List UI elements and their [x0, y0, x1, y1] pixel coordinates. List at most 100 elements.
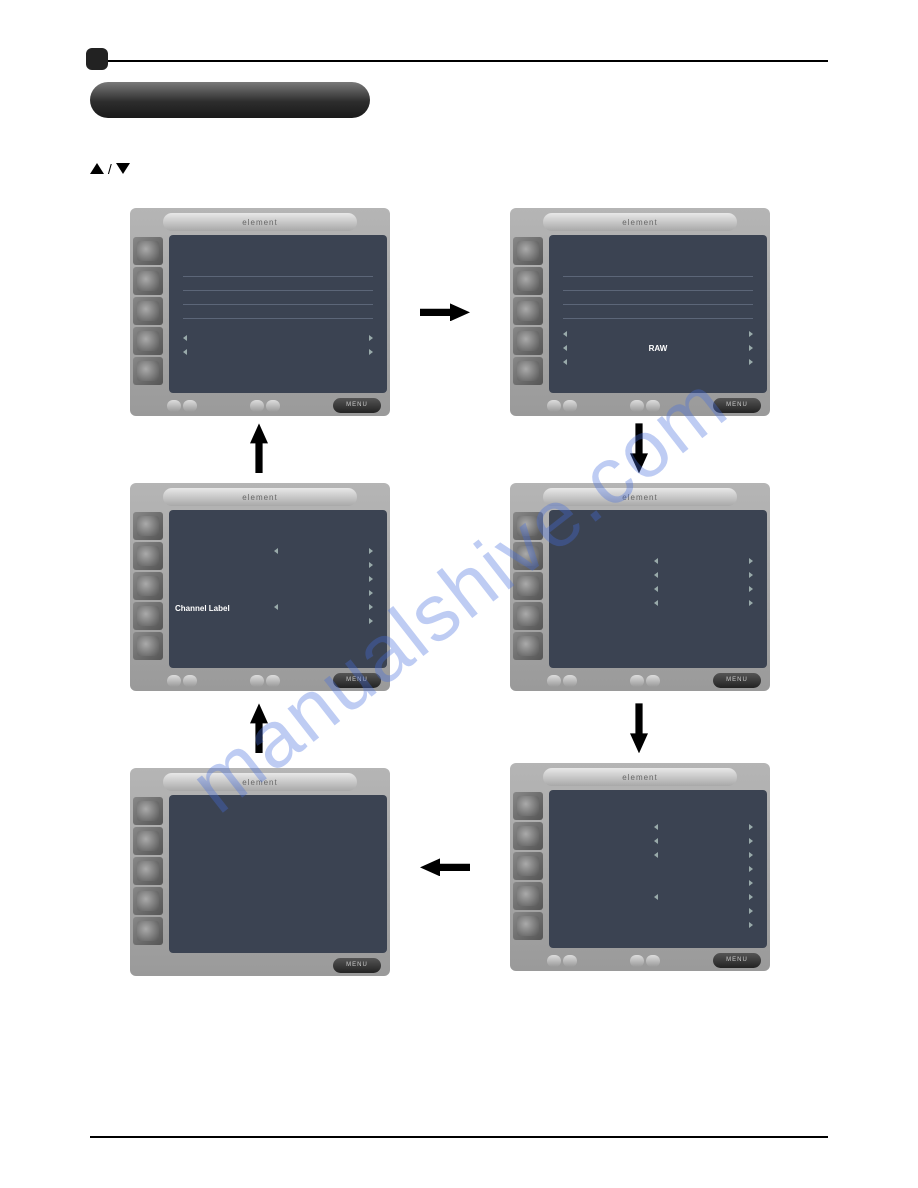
panel-content — [549, 510, 767, 668]
menu-button[interactable]: MENU — [713, 673, 761, 688]
panel-2: element RAW — [510, 208, 770, 416]
section-pill — [90, 82, 370, 118]
sidebar-icon[interactable] — [133, 297, 163, 325]
sidebar-icon[interactable] — [133, 572, 163, 600]
panel-header: element — [163, 773, 357, 791]
header-rule — [90, 60, 828, 62]
menu-button[interactable]: MENU — [333, 673, 381, 688]
nav-btn[interactable] — [563, 675, 577, 687]
nav-btn[interactable] — [630, 955, 644, 967]
nav-btn[interactable] — [630, 400, 644, 412]
nav-btn[interactable] — [183, 675, 197, 687]
sidebar — [133, 795, 167, 953]
sidebar-icon[interactable] — [513, 822, 543, 850]
panel-header: element — [163, 488, 357, 506]
panel-5: element MENU — [130, 768, 390, 976]
menu-button[interactable]: MENU — [333, 958, 381, 973]
sidebar — [133, 235, 167, 393]
sidebar-icon[interactable] — [513, 357, 543, 385]
nav-btn[interactable] — [167, 400, 181, 412]
panel-footer: MENU — [513, 393, 767, 415]
panel-header: element — [163, 213, 357, 231]
panel-footer: MENU — [133, 953, 387, 975]
flow-diagram: element — [90, 208, 828, 1038]
sidebar-icon[interactable] — [513, 852, 543, 880]
nav-btn[interactable] — [250, 400, 264, 412]
panel-header: element — [543, 213, 737, 231]
instruction-line: / — [90, 158, 828, 180]
panel-header: element — [543, 488, 737, 506]
menu-button[interactable]: MENU — [333, 398, 381, 413]
sidebar-icon[interactable] — [133, 512, 163, 540]
sidebar-icon[interactable] — [513, 882, 543, 910]
nav-btn[interactable] — [183, 400, 197, 412]
arrow-left-icon — [420, 858, 470, 876]
nav-btn[interactable] — [563, 955, 577, 967]
sidebar-icon[interactable] — [133, 797, 163, 825]
panel-4: element — [510, 483, 770, 691]
sidebar-icon[interactable] — [513, 572, 543, 600]
sidebar — [133, 510, 167, 668]
sidebar-icon[interactable] — [513, 512, 543, 540]
panel-6: element — [510, 763, 770, 971]
nav-btn[interactable] — [630, 675, 644, 687]
sidebar-icon[interactable] — [513, 602, 543, 630]
nav-btn[interactable] — [266, 400, 280, 412]
panel-content — [549, 790, 767, 948]
sidebar-icon[interactable] — [133, 827, 163, 855]
sidebar-icon[interactable] — [513, 297, 543, 325]
sidebar-icon[interactable] — [513, 267, 543, 295]
sidebar-icon[interactable] — [133, 237, 163, 265]
down-triangle-icon — [116, 163, 130, 174]
panel-content — [169, 235, 387, 393]
nav-btn[interactable] — [167, 675, 181, 687]
sidebar-icon[interactable] — [513, 327, 543, 355]
arrow-right-icon — [420, 303, 470, 321]
nav-btn[interactable] — [563, 400, 577, 412]
page: / element — [0, 0, 918, 1188]
sidebar-icon[interactable] — [133, 887, 163, 915]
sidebar-icon[interactable] — [133, 357, 163, 385]
sidebar-icon[interactable] — [513, 237, 543, 265]
sidebar-icon[interactable] — [133, 857, 163, 885]
nav-btn[interactable] — [547, 675, 561, 687]
panel-content: Channel Label — [169, 510, 387, 668]
sidebar-icon[interactable] — [133, 542, 163, 570]
sidebar-icon[interactable] — [133, 267, 163, 295]
nav-btn[interactable] — [266, 675, 280, 687]
panel-footer: MENU — [513, 668, 767, 690]
panel-footer: MENU — [513, 948, 767, 970]
nav-btn[interactable] — [250, 675, 264, 687]
sidebar-icon[interactable] — [133, 602, 163, 630]
nav-btn[interactable] — [646, 400, 660, 412]
sidebar — [513, 235, 547, 393]
sidebar — [513, 790, 547, 948]
sidebar-icon[interactable] — [133, 917, 163, 945]
sidebar-icon[interactable] — [513, 632, 543, 660]
panel-header: element — [543, 768, 737, 786]
nav-btn[interactable] — [547, 400, 561, 412]
panel-footer: MENU — [133, 393, 387, 415]
arrow-down-icon — [630, 703, 648, 753]
sidebar-icon[interactable] — [513, 542, 543, 570]
sidebar-icon[interactable] — [513, 792, 543, 820]
nav-btn[interactable] — [547, 955, 561, 967]
footer-rule — [90, 1136, 828, 1138]
sidebar — [513, 510, 547, 668]
sidebar-icon[interactable] — [513, 912, 543, 940]
arrow-down-icon — [630, 423, 648, 473]
slash: / — [108, 161, 116, 177]
menu-button[interactable]: MENU — [713, 398, 761, 413]
sidebar-icon[interactable] — [133, 327, 163, 355]
panel-content: RAW — [549, 235, 767, 393]
header-bullet-icon — [86, 48, 108, 70]
panel-3: element Channel Label — [130, 483, 390, 691]
nav-btn[interactable] — [646, 675, 660, 687]
arrow-up-icon — [250, 703, 268, 753]
channel-label: Channel Label — [175, 604, 230, 613]
raw-label: RAW — [649, 344, 668, 353]
up-triangle-icon — [90, 163, 104, 174]
sidebar-icon[interactable] — [133, 632, 163, 660]
menu-button[interactable]: MENU — [713, 953, 761, 968]
nav-btn[interactable] — [646, 955, 660, 967]
